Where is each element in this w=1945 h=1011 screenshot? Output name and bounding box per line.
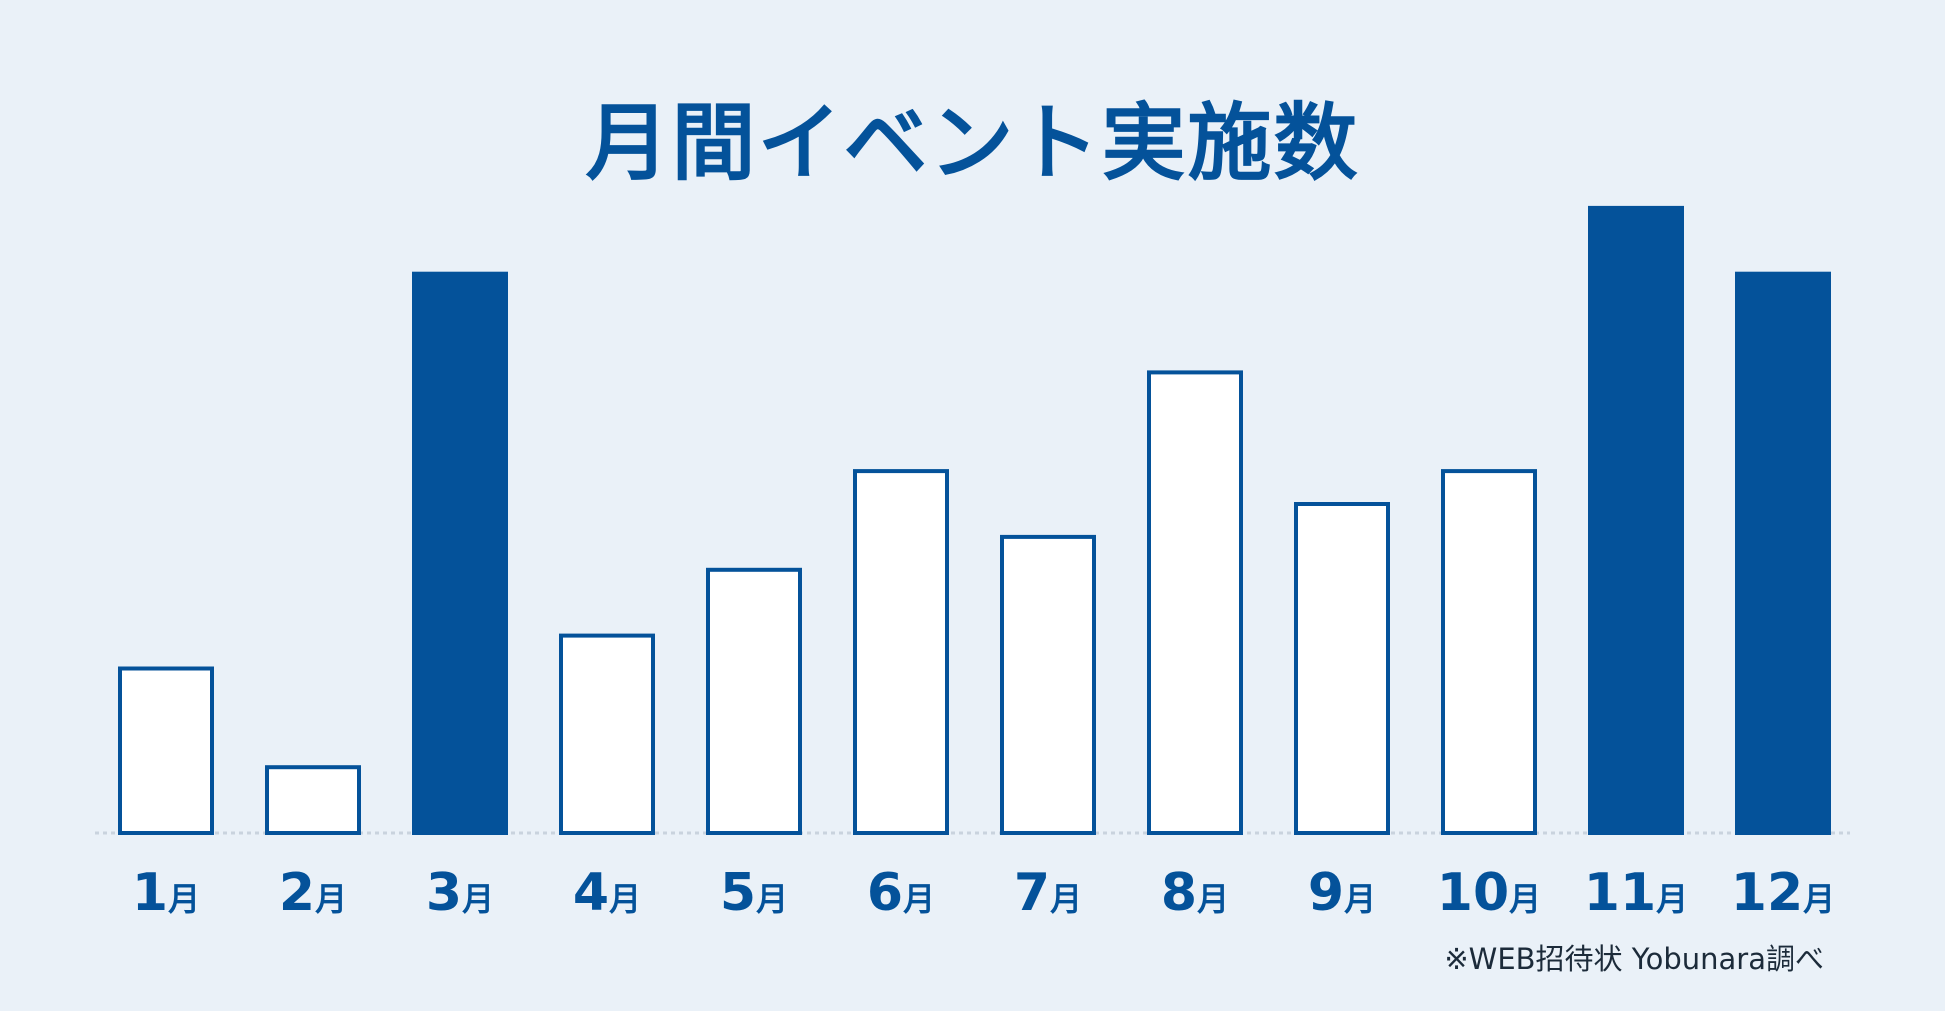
x-tick-label-1: 1月 bbox=[132, 863, 200, 923]
bar-6 bbox=[853, 469, 949, 835]
bar-2 bbox=[265, 765, 361, 836]
bar-7 bbox=[1000, 534, 1096, 836]
bar-3 bbox=[412, 271, 508, 835]
x-tick-label-9: 9月 bbox=[1308, 863, 1376, 923]
bar-1 bbox=[118, 666, 214, 835]
x-tick-label-12: 12月 bbox=[1731, 863, 1835, 923]
x-tick-labels: 1月 2月 3月 4月 5月 6月 7月 8月 9月 10月 11月 12月 bbox=[132, 863, 1835, 923]
x-tick-label-4: 4月 bbox=[573, 863, 641, 923]
x-tick-label-8: 8月 bbox=[1161, 863, 1229, 923]
x-tick-label-5: 5月 bbox=[720, 863, 788, 923]
bar-9 bbox=[1294, 502, 1390, 835]
x-tick-label-2: 2月 bbox=[279, 863, 347, 923]
bar-12 bbox=[1735, 271, 1831, 835]
bar-11 bbox=[1588, 205, 1684, 835]
chart-title: 月間イベント実施数 bbox=[585, 94, 1360, 192]
x-tick-label-6: 6月 bbox=[867, 863, 935, 923]
x-tick-label-10: 10月 bbox=[1437, 863, 1541, 923]
source-note: ※WEB招待状 Yobunara調べ bbox=[1444, 942, 1824, 976]
bar-8 bbox=[1147, 370, 1243, 835]
bar-4 bbox=[559, 633, 655, 835]
bar-5 bbox=[706, 567, 802, 835]
bars-group bbox=[118, 205, 1831, 836]
x-tick-label-11: 11月 bbox=[1584, 863, 1688, 923]
x-tick-label-7: 7月 bbox=[1014, 863, 1082, 923]
x-tick-label-3: 3月 bbox=[426, 863, 494, 923]
bar-10 bbox=[1441, 469, 1537, 835]
